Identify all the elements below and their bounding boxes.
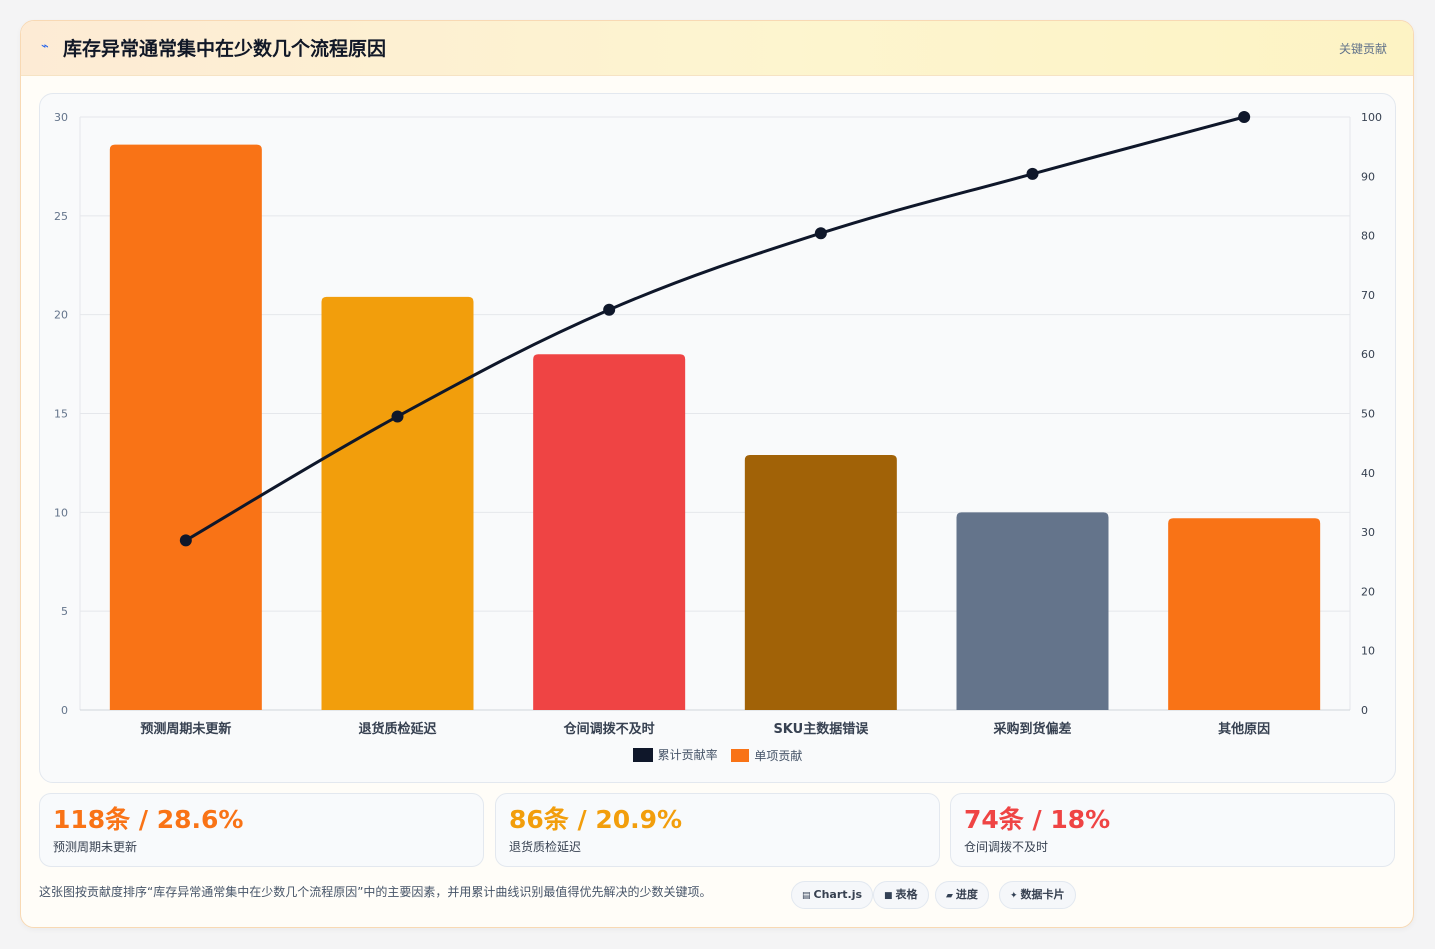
y-tick-label-right: 90	[1361, 170, 1375, 183]
y-tick-label-right: 100	[1361, 111, 1382, 124]
footer-note: 这张图按贡献度排序“库存异常通常集中在少数几个流程原因”中的主要因素，并用累计曲…	[39, 885, 712, 899]
bar	[744, 455, 897, 710]
chart-icon: ▤	[802, 891, 811, 901]
pill-label: 进度	[955, 888, 978, 901]
cumulative-point	[814, 227, 827, 240]
y-tick-label-right: 10	[1361, 645, 1375, 658]
cumulative-line	[185, 115, 1245, 542]
stat-value: 74条 / 18%	[964, 805, 1111, 834]
stat-card: 118条 / 28.6% 预测周期未更新	[39, 793, 484, 867]
legend-label-cumulative: 累计贡献率	[657, 748, 718, 762]
y-tick-label-right: 40	[1361, 467, 1375, 480]
y-tick-label-left: 0	[61, 704, 68, 717]
sparkle-icon: ✦	[1010, 891, 1018, 901]
y-tick-label-right: 0	[1361, 704, 1368, 717]
y-tick-label-left: 25	[54, 210, 68, 223]
header-tag: 关键贡献	[1338, 42, 1387, 56]
pill-label: 表格	[895, 888, 918, 901]
stat-label: 仓间调拨不及时	[964, 840, 1049, 854]
pill-label: 数据卡片	[1020, 888, 1065, 901]
pill-table[interactable]: ■ 表格	[873, 881, 929, 909]
pareto-chart: 0 5 10 15 20 25 30 0 10 20 30 40 50 60 70 80 90 100 预测周期未更…	[54, 111, 1382, 737]
chart-panel: 0 5 10 15 20 25 30 0 10 20 30 40 50 60 70 80 90 100 预测周期未更…	[39, 93, 1396, 783]
stat-label: 预测周期未更新	[53, 840, 138, 854]
legend-item-cumulative[interactable]: 累计贡献率	[632, 746, 718, 763]
y-tick-label-right: 80	[1361, 230, 1375, 243]
table-icon: ■	[884, 891, 893, 901]
x-tick-label: 退货质检延迟	[358, 721, 436, 737]
y-tick-label-left: 10	[54, 506, 68, 519]
x-tick-label: 采购到货偏差	[992, 721, 1071, 737]
y-tick-label-right: 30	[1361, 526, 1375, 539]
lightning-icon: ⌁	[41, 39, 49, 54]
y-tick-label-right: 20	[1361, 585, 1375, 598]
chart-legend: 累计贡献率 单项贡献	[40, 746, 1395, 765]
y-tick-label-right: 60	[1361, 348, 1375, 361]
pill-progress[interactable]: ▰ 进度	[935, 881, 989, 909]
report-card: ⌁ 库存异常通常集中在少数几个流程原因 关键贡献 0 5 10 15 20 25 30 0 10…	[20, 20, 1414, 928]
progress-icon: ▰	[946, 891, 953, 901]
cumulative-point	[179, 534, 192, 547]
legend-item-single[interactable]: 单项贡献	[731, 747, 802, 764]
page-title: 库存异常通常集中在少数几个流程原因	[63, 38, 387, 60]
y-tick-label-right: 50	[1361, 408, 1375, 421]
legend-label-single: 单项贡献	[754, 748, 803, 763]
stat-value: 86条 / 20.9%	[509, 805, 683, 834]
stat-value: 118条 / 28.6%	[53, 805, 244, 834]
x-tick-label: 预测周期未更新	[140, 721, 231, 737]
cumulative-point	[1238, 111, 1251, 123]
cumulative-point	[391, 410, 404, 423]
x-tick-label: SKU主数据错误	[773, 721, 869, 737]
y-tick-label-left: 5	[61, 605, 68, 618]
pill-label: Chart.js	[813, 888, 863, 901]
cumulative-point	[603, 303, 616, 316]
stat-card: 86条 / 20.9% 退货质检延迟	[495, 793, 940, 867]
legend-swatch-single	[731, 748, 750, 762]
bar	[321, 296, 474, 710]
y-tick-label-left: 15	[54, 408, 68, 421]
y-tick-label-left: 30	[54, 111, 68, 124]
stat-label: 退货质检延迟	[509, 840, 582, 854]
bar	[109, 144, 262, 710]
x-tick-label: 仓间调拨不及时	[563, 721, 655, 737]
legend-swatch-cumulative	[632, 747, 653, 762]
y-tick-label-right: 70	[1361, 289, 1375, 302]
x-tick-label: 其他原因	[1218, 721, 1270, 737]
stat-card: 74条 / 18% 仓间调拨不及时	[950, 793, 1395, 867]
cumulative-point	[1026, 167, 1039, 180]
bar	[1168, 518, 1321, 710]
card-header: ⌁ 库存异常通常集中在少数几个流程原因 关键贡献	[21, 21, 1413, 76]
pill-chartjs[interactable]: ▤ Chart.js	[791, 881, 874, 909]
bar	[956, 512, 1109, 710]
pill-data-card[interactable]: ✦ 数据卡片	[999, 881, 1076, 909]
y-tick-label-left: 20	[54, 309, 68, 322]
bar	[533, 354, 686, 710]
